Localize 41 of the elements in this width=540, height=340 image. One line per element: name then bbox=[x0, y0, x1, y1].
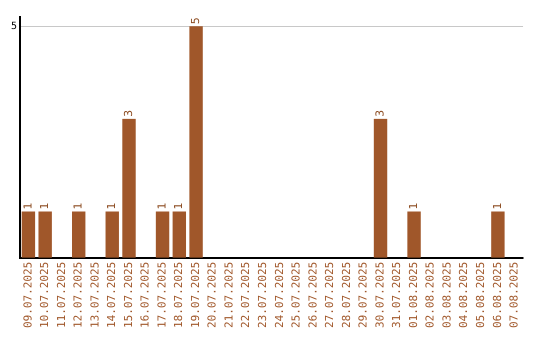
data-label: 1 bbox=[38, 202, 52, 210]
x-tick-label: 21.07.2025 bbox=[222, 262, 236, 328]
x-tick-label: 29.07.2025 bbox=[356, 262, 370, 328]
data-label: 1 bbox=[72, 202, 85, 210]
x-tick-label: 19.07.2025 bbox=[188, 262, 202, 328]
x-tick-label: 30.07.2025 bbox=[373, 262, 386, 328]
x-tick-label: 12.07.2025 bbox=[72, 262, 85, 328]
x-tick-label: 26.07.2025 bbox=[306, 262, 320, 328]
x-tick-label: 25.07.2025 bbox=[290, 262, 303, 328]
x-tick-label: 31.07.2025 bbox=[390, 262, 404, 328]
data-label: 1 bbox=[490, 202, 504, 210]
x-tick-label: 13.07.2025 bbox=[88, 262, 102, 328]
x-tick-label: 18.07.2025 bbox=[172, 262, 186, 328]
x-tick-label: 04.08.2025 bbox=[457, 262, 470, 328]
x-tick-label: 03.08.2025 bbox=[440, 262, 454, 328]
x-tick-label: 14.07.2025 bbox=[105, 262, 118, 328]
x-tick-label: 16.07.2025 bbox=[138, 262, 152, 328]
data-label: 1 bbox=[155, 202, 168, 210]
x-tick-label: 27.07.2025 bbox=[323, 262, 336, 328]
x-tick-label: 06.08.2025 bbox=[490, 262, 504, 328]
data-label: 1 bbox=[21, 202, 34, 210]
x-tick-label: 01.08.2025 bbox=[406, 262, 420, 328]
x-tick-label: 10.07.2025 bbox=[38, 262, 52, 328]
data-label: 1 bbox=[172, 202, 186, 210]
x-tick-label: 20.07.2025 bbox=[206, 262, 219, 328]
x-tick-label: 09.07.2025 bbox=[21, 262, 34, 328]
x-tick-label: 17.07.2025 bbox=[155, 262, 168, 328]
data-label: 5 bbox=[188, 17, 202, 24]
x-tick-label: 22.07.2025 bbox=[239, 262, 252, 328]
x-tick-label: 28.07.2025 bbox=[340, 262, 353, 328]
x-tick-label: 05.08.2025 bbox=[474, 262, 487, 328]
x-tick-label: 11.07.2025 bbox=[54, 262, 68, 328]
x-tick-label: 23.07.2025 bbox=[256, 262, 270, 328]
data-label: 3 bbox=[122, 110, 135, 117]
x-tick-label: 15.07.2025 bbox=[122, 262, 135, 328]
x-tick-label: 07.08.2025 bbox=[508, 262, 521, 328]
data-label: 3 bbox=[373, 110, 386, 117]
x-tick-label: 24.07.2025 bbox=[272, 262, 286, 328]
data-label: 1 bbox=[105, 202, 118, 210]
data-label: 1 bbox=[406, 202, 420, 210]
x-tick-label: 02.08.2025 bbox=[424, 262, 437, 328]
